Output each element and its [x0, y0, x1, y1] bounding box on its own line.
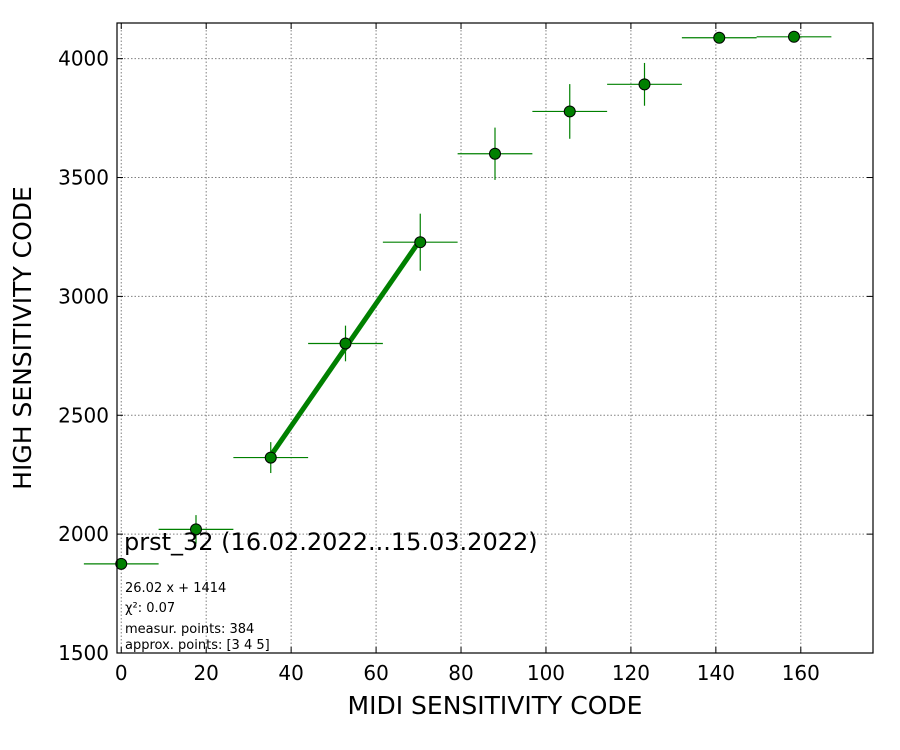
x-tick-label: 120 — [612, 661, 650, 685]
grid — [117, 23, 873, 653]
y-tick-label: 3000 — [58, 284, 109, 308]
y-tick-label: 2000 — [58, 522, 109, 546]
data-points-layer — [83, 30, 832, 570]
y-tick-label: 3500 — [58, 166, 109, 190]
data-point — [713, 31, 726, 44]
x-tick-label: 40 — [278, 661, 303, 685]
data-point — [115, 557, 128, 570]
y-tick-label: 1500 — [58, 641, 109, 665]
data-point — [788, 30, 801, 43]
y-tick-label: 4000 — [58, 47, 109, 71]
ticks — [117, 23, 873, 654]
x-tick-label: 60 — [363, 661, 388, 685]
approx-points: approx. points: [3 4 5] — [125, 638, 270, 653]
data-point — [339, 337, 352, 350]
chi-square: χ²: 0.07 — [125, 601, 175, 616]
data-point — [414, 236, 427, 249]
x-tick-label: 160 — [782, 661, 820, 685]
y-tick-label: 2500 — [58, 403, 109, 427]
plot-frame — [116, 22, 874, 654]
x-tick-label: 80 — [448, 661, 473, 685]
data-point — [264, 451, 277, 464]
x-tick-label: 140 — [697, 661, 735, 685]
tick-labels: 0 20 40 60 80 100 120 140 160 1500 2000 2500 3000 350… — [58, 47, 820, 685]
x-axis-label: MIDI SENSITIVITY CODE — [348, 691, 643, 720]
data-point — [489, 147, 501, 160]
chart-title: prst_32 (16.02.2022...15.03.2022) — [124, 528, 538, 556]
fit-equation: 26.02 x + 1414 — [125, 581, 226, 596]
y-axis-label: HIGH SENSITIVITY CODE — [8, 186, 37, 490]
data-point — [638, 78, 651, 91]
x-tick-label: 20 — [193, 661, 218, 685]
x-tick-label: 0 — [115, 661, 128, 685]
measurement-points: measur. points: 384 — [125, 622, 254, 637]
x-tick-label: 100 — [527, 661, 565, 685]
data-point — [189, 523, 202, 536]
data-point — [563, 105, 576, 118]
